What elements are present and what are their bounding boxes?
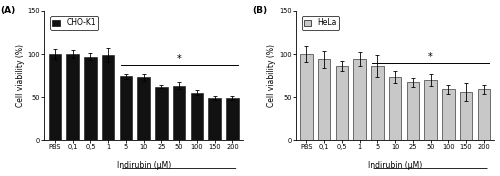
Bar: [173, 86, 186, 140]
Bar: [48, 54, 61, 140]
Bar: [442, 89, 454, 140]
Legend: CHO-K1: CHO-K1: [50, 16, 98, 30]
Bar: [138, 77, 150, 140]
Y-axis label: Cell viability (%): Cell viability (%): [267, 44, 276, 107]
Bar: [460, 92, 472, 140]
Y-axis label: Cell viability (%): Cell viability (%): [16, 44, 24, 107]
Bar: [318, 59, 330, 140]
Bar: [371, 66, 384, 140]
Bar: [354, 59, 366, 140]
Text: (B): (B): [252, 6, 267, 15]
Bar: [336, 66, 348, 140]
Bar: [208, 98, 221, 140]
Bar: [84, 57, 96, 140]
X-axis label: Indirubin (μM): Indirubin (μM): [368, 161, 422, 170]
Bar: [226, 98, 238, 140]
Bar: [478, 89, 490, 140]
Text: *: *: [177, 54, 182, 64]
Bar: [300, 54, 312, 140]
Text: (A): (A): [0, 6, 16, 15]
X-axis label: Indirubin (μM): Indirubin (μM): [116, 161, 171, 170]
Bar: [66, 54, 79, 140]
Text: *: *: [428, 52, 433, 62]
Bar: [406, 83, 419, 140]
Bar: [102, 55, 115, 140]
Bar: [190, 93, 203, 140]
Bar: [155, 87, 168, 140]
Bar: [389, 77, 402, 140]
Bar: [120, 76, 132, 140]
Bar: [424, 80, 437, 140]
Legend: HeLa: HeLa: [302, 16, 339, 30]
